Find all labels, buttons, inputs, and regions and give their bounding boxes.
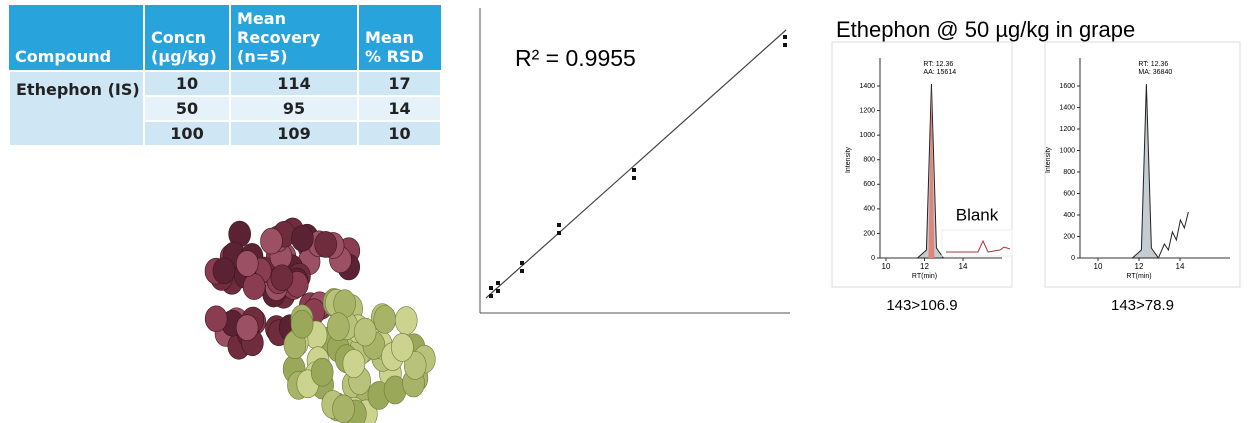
cell: 10 xyxy=(143,70,231,97)
compound: Ethephon (IS) xyxy=(8,70,145,147)
r-squared: R² = 0.9955 xyxy=(515,45,636,71)
panel-frame xyxy=(1044,41,1241,288)
red-grape xyxy=(270,264,294,292)
cell: 109 xyxy=(229,120,359,147)
y-tick-label: 200 xyxy=(1063,233,1075,240)
header: Concn (µg/kg) xyxy=(144,5,231,71)
red-grape xyxy=(235,250,259,277)
green-grape xyxy=(373,305,397,334)
x-tick-label: 12 xyxy=(920,262,929,271)
cell: 95 xyxy=(229,95,359,122)
calibration-point xyxy=(632,168,636,172)
x-tick-label: 14 xyxy=(1176,262,1185,271)
y-tick-label: 800 xyxy=(1063,169,1075,176)
y-tick-label: 1400 xyxy=(859,83,875,90)
x-axis-label: RT(min) xyxy=(912,273,937,280)
header: Mean % RSD xyxy=(358,5,441,71)
y-tick-label: 400 xyxy=(863,206,875,213)
y-tick-label: 600 xyxy=(863,181,875,188)
red-grape xyxy=(212,257,236,284)
calibration-plot: R² = 0.9955 xyxy=(479,8,790,314)
red-grape xyxy=(291,225,314,252)
y-tick-label: 0 xyxy=(1071,255,1075,262)
x-tick-label: 12 xyxy=(1135,262,1144,271)
y-tick-label: 600 xyxy=(1063,190,1075,197)
blank-label: Blank xyxy=(956,205,999,224)
fit-line xyxy=(485,29,787,299)
cell: 100 xyxy=(143,120,231,147)
y-tick-label: 1000 xyxy=(859,132,875,139)
blank-trace xyxy=(946,239,1011,253)
calibration-point xyxy=(496,289,500,293)
cell: 17 xyxy=(357,70,442,97)
calibration-point xyxy=(783,35,787,39)
x-tick-label: 10 xyxy=(882,262,891,271)
y-tick-label: 1200 xyxy=(859,107,875,114)
green-grape xyxy=(403,351,427,380)
peak xyxy=(1131,83,1160,259)
green-grape xyxy=(332,394,355,423)
calibration-point xyxy=(783,43,787,47)
caption: 143>106.9 xyxy=(886,297,957,314)
row: 100 109 10 xyxy=(9,120,442,147)
calibration-point xyxy=(489,294,493,298)
cell: 14 xyxy=(357,95,442,122)
x-axis-label: RT(min) xyxy=(1126,273,1151,280)
green-grape xyxy=(310,357,334,387)
y-axis-label: Intensity xyxy=(845,146,852,173)
trace xyxy=(1157,211,1189,259)
cell: 114 xyxy=(229,70,359,97)
rt-label: RT: 12.36 xyxy=(923,61,953,68)
red-grape xyxy=(204,305,228,333)
header: Mean Recovery (n=5) xyxy=(230,5,359,71)
area-label: MA: 36840 xyxy=(1138,69,1172,76)
calibration-point xyxy=(557,223,561,227)
y-tick-label: 1400 xyxy=(1059,104,1075,111)
calibration-point xyxy=(496,281,500,285)
rt-label: RT: 12.36 xyxy=(1138,61,1168,68)
y-tick-label: 1000 xyxy=(1059,147,1075,154)
y-tick-label: 400 xyxy=(1063,212,1075,219)
red-grape xyxy=(235,314,259,341)
red-grape xyxy=(242,273,266,300)
green-grape xyxy=(394,306,418,335)
header: Compound xyxy=(9,5,145,71)
calibration-point xyxy=(520,269,524,273)
caption: 143>78.9 xyxy=(1111,297,1174,314)
green-grape xyxy=(342,349,366,378)
panel-frame xyxy=(831,41,1013,288)
y-tick-label: 0 xyxy=(871,255,875,262)
y-tick-label: 200 xyxy=(863,230,875,237)
green-grape xyxy=(290,309,314,339)
y-tick-label: 1600 xyxy=(1059,83,1075,90)
area-label: AA: 15614 xyxy=(923,69,956,76)
x-tick-label: 10 xyxy=(1094,262,1103,271)
cell: 50 xyxy=(143,95,231,122)
calibration-point xyxy=(557,231,561,235)
cell: 10 xyxy=(357,120,442,147)
red-grape xyxy=(314,231,337,258)
red-grape xyxy=(260,227,283,255)
header-row: Compound Concn (µg/kg) Mean Recovery (n=… xyxy=(9,5,441,71)
row: 50 95 14 xyxy=(9,95,442,122)
peak-fill xyxy=(928,86,935,258)
chromatogram-title: Ethephon @ 50 µg/kg in grape xyxy=(836,17,1135,42)
calibration-point xyxy=(632,176,636,180)
x-tick-label: 14 xyxy=(959,262,968,271)
recovery-table: Compound Concn (µg/kg) Mean Recovery (n=… xyxy=(8,5,442,147)
green-grape xyxy=(327,312,350,341)
calibration-point xyxy=(520,261,524,265)
y-tick-label: 800 xyxy=(863,157,875,164)
green-grape xyxy=(391,333,414,362)
row: Ethephon (IS) 10 114 17 xyxy=(8,70,442,147)
y-tick-label: 1200 xyxy=(1059,126,1075,133)
y-axis-label: Intensity xyxy=(1045,146,1052,173)
calibration-point xyxy=(489,286,493,290)
green-grape xyxy=(353,317,377,347)
